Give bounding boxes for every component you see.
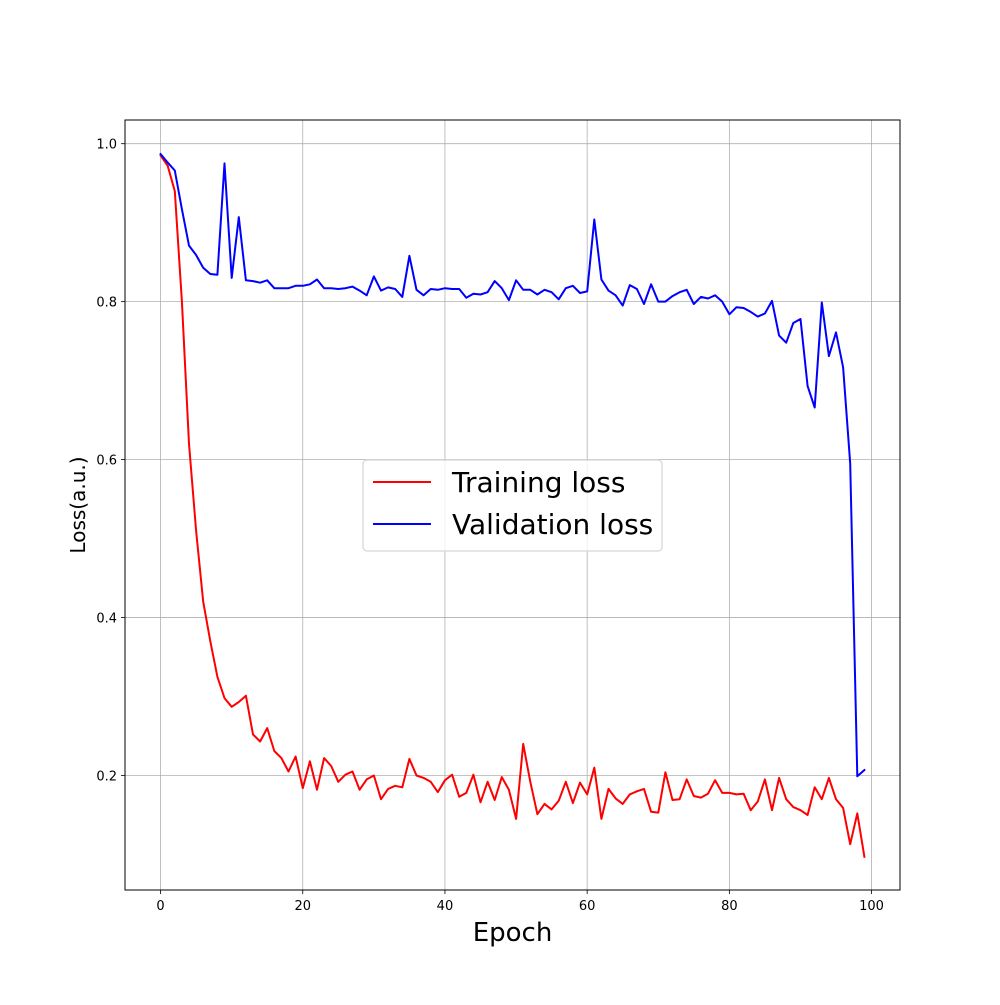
x-tick-label: 60 xyxy=(579,899,596,914)
series-layer xyxy=(159,152,866,858)
plot-frame xyxy=(124,119,901,891)
y-tick-label: 0.8 xyxy=(96,296,117,311)
axis-ticks: 0 20 40 60 80 100 0.2 0.4 0.6 0.8 1.0 xyxy=(96,138,884,914)
x-tick-label: 80 xyxy=(721,899,738,914)
legend-box xyxy=(362,459,663,552)
validation-loss-line xyxy=(159,152,866,778)
y-tick-label: 0.4 xyxy=(96,612,117,627)
x-tick-label: 20 xyxy=(294,899,311,914)
x-tick-label: 0 xyxy=(156,899,164,914)
y-tick-label: 0.2 xyxy=(96,769,117,784)
legend-label-validation: Validation loss xyxy=(452,508,653,541)
y-axis-label: Loss(a.u.) xyxy=(66,456,90,553)
y-tick-label: 1.0 xyxy=(96,138,117,153)
x-axis-label: Epoch xyxy=(473,918,553,948)
y-tick-label: 0.6 xyxy=(96,454,117,469)
legend: Training loss Validation loss xyxy=(362,459,663,552)
x-tick-label: 40 xyxy=(437,899,454,914)
legend-label-training: Training loss xyxy=(451,466,625,499)
training-loss-line xyxy=(159,154,866,858)
x-tick-label: 100 xyxy=(859,899,884,914)
